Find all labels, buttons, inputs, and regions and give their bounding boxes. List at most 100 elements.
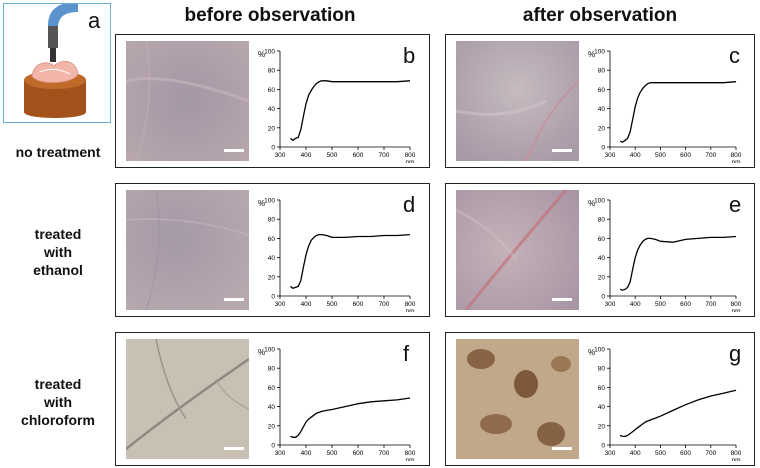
x-tick-label: 400 bbox=[301, 152, 312, 159]
y-tick-label: 100 bbox=[264, 49, 275, 56]
y-tick-label: 20 bbox=[598, 274, 606, 281]
panel-e: 0 20 40 60 80 100 300 400 500 600 700 800% nm e bbox=[445, 183, 755, 317]
panel-g: 0 20 40 60 80 100 300 400 500 600 700 800% nm g bbox=[445, 332, 755, 466]
panel-letter-d: d bbox=[403, 192, 416, 217]
x-tick-label: 800 bbox=[405, 450, 416, 457]
y-tick-label: 60 bbox=[598, 236, 606, 243]
x-tick-label: 500 bbox=[327, 152, 338, 159]
x-tick-label: 600 bbox=[680, 152, 691, 159]
y-tick-label: 20 bbox=[268, 125, 276, 132]
panel-letter-a: a bbox=[88, 8, 101, 33]
row-label-chloroform: treated with chloroform bbox=[21, 376, 95, 428]
y-tick-label: 20 bbox=[598, 125, 606, 132]
setup-inset: a bbox=[3, 2, 111, 123]
scale-bar bbox=[552, 447, 572, 450]
y-tick-label: 0 bbox=[601, 443, 605, 450]
spectrum-chart-g: 0 20 40 60 80 100 300 400 500 600 700 800% nm bbox=[588, 347, 742, 462]
x-tick-label: 500 bbox=[327, 450, 338, 457]
panel-letter-f: f bbox=[403, 341, 410, 366]
spectrum-line bbox=[290, 80, 411, 141]
panel-letter-e: e bbox=[729, 192, 742, 217]
y-unit-label: % bbox=[588, 199, 595, 208]
x-tick-label: 500 bbox=[327, 301, 338, 308]
x-tick-label: 700 bbox=[705, 450, 716, 457]
spectrum-line bbox=[290, 233, 411, 289]
y-tick-label: 80 bbox=[268, 217, 276, 224]
column-title-before: before observation bbox=[184, 5, 356, 26]
x-tick-label: 400 bbox=[301, 450, 312, 457]
spectrum-line bbox=[290, 397, 411, 438]
leaf-photo-ethanol-after bbox=[456, 190, 579, 310]
y-tick-label: 100 bbox=[594, 198, 605, 205]
y-tick-label: 20 bbox=[268, 274, 276, 281]
y-tick-label: 40 bbox=[268, 255, 276, 262]
leaf-photo-untreated-before bbox=[126, 41, 249, 161]
y-tick-label: 80 bbox=[598, 68, 606, 75]
y-tick-label: 80 bbox=[268, 68, 276, 75]
x-tick-label: 700 bbox=[705, 152, 716, 159]
y-tick-label: 60 bbox=[598, 385, 606, 392]
x-tick-label: 500 bbox=[655, 450, 666, 457]
x-tick-label: 800 bbox=[731, 301, 742, 308]
y-tick-label: 40 bbox=[598, 106, 606, 113]
y-tick-label: 0 bbox=[601, 145, 605, 152]
y-tick-label: 60 bbox=[598, 87, 606, 94]
scale-bar bbox=[224, 447, 244, 450]
y-unit-label: % bbox=[588, 50, 595, 59]
y-tick-label: 0 bbox=[601, 294, 605, 301]
spectrum-chart-e: 0 20 40 60 80 100 300 400 500 600 700 800% nm bbox=[588, 198, 742, 313]
leaf-photo-chloroform-before bbox=[126, 339, 249, 459]
x-tick-label: 800 bbox=[731, 450, 742, 457]
x-tick-label: 800 bbox=[405, 301, 416, 308]
y-tick-label: 20 bbox=[598, 423, 606, 430]
x-tick-label: 400 bbox=[630, 152, 641, 159]
y-tick-label: 40 bbox=[268, 404, 276, 411]
y-tick-label: 100 bbox=[264, 198, 275, 205]
x-tick-label: 600 bbox=[680, 301, 691, 308]
panel-b: 0 20 40 60 80 100 300 400 500 600 700 800% nm b bbox=[115, 34, 430, 168]
spectrum-chart-b: 0 20 40 60 80 100 300 400 500 600 700 800% nm bbox=[258, 49, 416, 164]
scale-bar bbox=[552, 298, 572, 301]
y-tick-label: 60 bbox=[268, 385, 276, 392]
spectrum-chart-d: 0 20 40 60 80 100 300 400 500 600 700 800% nm bbox=[258, 198, 416, 313]
x-unit-label: nm bbox=[731, 308, 740, 312]
x-unit-label: nm bbox=[405, 159, 414, 163]
y-unit-label: % bbox=[258, 348, 265, 357]
spectrum-chart-c: 0 20 40 60 80 100 300 400 500 600 700 800% nm bbox=[588, 49, 742, 164]
scale-bar bbox=[552, 149, 572, 152]
row-label-ethanol: treated with ethanol bbox=[33, 226, 83, 278]
x-tick-label: 300 bbox=[275, 152, 286, 159]
y-tick-label: 60 bbox=[268, 87, 276, 94]
y-tick-label: 0 bbox=[271, 294, 275, 301]
x-tick-label: 700 bbox=[379, 152, 390, 159]
y-unit-label: % bbox=[588, 348, 595, 357]
x-tick-label: 300 bbox=[605, 450, 616, 457]
leaf-photo-ethanol-before bbox=[126, 190, 249, 310]
probe-holder-illustration bbox=[24, 2, 86, 118]
y-tick-label: 100 bbox=[594, 347, 605, 354]
x-tick-label: 400 bbox=[630, 301, 641, 308]
x-tick-label: 300 bbox=[275, 301, 286, 308]
x-tick-label: 700 bbox=[705, 301, 716, 308]
leaf-photo-untreated-after bbox=[456, 41, 579, 161]
scale-bar bbox=[224, 298, 244, 301]
panel-d: 0 20 40 60 80 100 300 400 500 600 700 800% nm d bbox=[115, 183, 430, 317]
x-tick-label: 300 bbox=[605, 152, 616, 159]
panel-letter-b: b bbox=[403, 43, 416, 68]
y-tick-label: 40 bbox=[268, 106, 276, 113]
panel-letter-g: g bbox=[729, 341, 742, 366]
y-tick-label: 80 bbox=[268, 366, 276, 373]
x-tick-label: 700 bbox=[379, 301, 390, 308]
y-unit-label: % bbox=[258, 199, 265, 208]
panel-c: 0 20 40 60 80 100 300 400 500 600 700 800% nm c bbox=[445, 34, 755, 168]
x-unit-label: nm bbox=[405, 457, 414, 461]
column-title-after: after observation bbox=[522, 5, 678, 26]
panel-f: 0 20 40 60 80 100 300 400 500 600 700 800% nm f bbox=[115, 332, 430, 466]
x-tick-label: 300 bbox=[605, 301, 616, 308]
y-tick-label: 0 bbox=[271, 145, 275, 152]
x-tick-label: 600 bbox=[353, 301, 364, 308]
y-tick-label: 40 bbox=[598, 404, 606, 411]
x-tick-label: 800 bbox=[731, 152, 742, 159]
spectrum-line bbox=[619, 235, 737, 291]
y-tick-label: 40 bbox=[598, 255, 606, 262]
